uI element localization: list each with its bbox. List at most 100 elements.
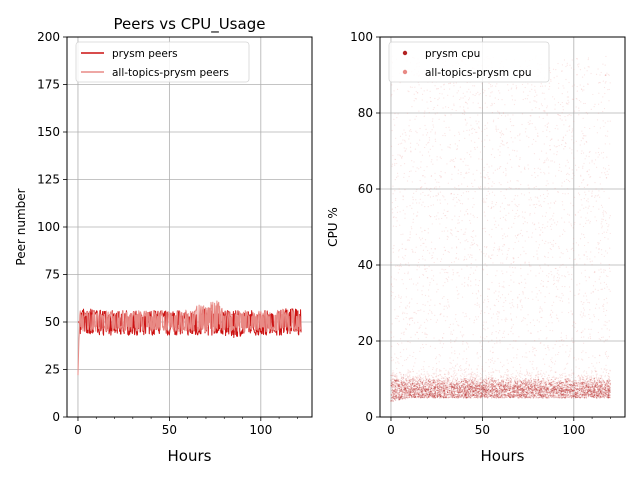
data-point <box>609 232 611 235</box>
data-point <box>506 271 508 273</box>
data-point <box>494 393 496 396</box>
data-point <box>411 160 413 162</box>
data-point <box>534 196 536 198</box>
data-point <box>438 97 440 99</box>
data-point <box>445 388 448 390</box>
data-point <box>491 388 493 390</box>
data-point <box>404 132 406 134</box>
data-point <box>566 385 569 387</box>
data-point <box>507 89 510 91</box>
data-point <box>553 277 555 279</box>
data-point <box>434 179 437 181</box>
data-point <box>594 395 596 397</box>
data-point <box>606 339 608 341</box>
data-point <box>583 381 586 384</box>
data-point <box>472 386 474 388</box>
data-point <box>492 346 494 348</box>
data-point <box>421 382 423 384</box>
data-point <box>415 381 417 383</box>
data-point <box>509 387 511 389</box>
data-point <box>466 360 468 363</box>
data-point <box>398 268 400 270</box>
data-point <box>587 381 589 383</box>
data-point <box>543 387 545 389</box>
data-point <box>459 394 461 396</box>
data-point <box>560 297 562 299</box>
data-point <box>473 393 476 395</box>
data-point <box>500 392 503 394</box>
data-point <box>510 396 512 398</box>
data-point <box>549 85 551 88</box>
data-point <box>500 184 502 186</box>
data-point <box>489 361 492 363</box>
data-point <box>454 143 456 145</box>
data-point <box>419 326 421 328</box>
data-point <box>517 305 519 307</box>
data-point <box>500 390 502 392</box>
data-point <box>396 172 399 174</box>
data-point <box>558 389 561 392</box>
data-point <box>429 393 431 395</box>
data-point <box>437 98 439 101</box>
data-point <box>456 388 459 390</box>
data-point <box>559 376 561 378</box>
data-point <box>598 233 600 235</box>
data-point <box>599 374 601 376</box>
data-point <box>450 388 452 390</box>
data-point <box>406 380 409 382</box>
data-point <box>451 394 453 396</box>
data-point <box>601 206 604 208</box>
data-point <box>531 236 533 238</box>
data-point <box>461 183 463 185</box>
data-point <box>532 351 534 353</box>
data-point <box>395 395 398 397</box>
data-point <box>494 224 496 226</box>
data-point <box>537 391 540 393</box>
data-point <box>521 356 524 358</box>
data-point <box>596 388 599 390</box>
data-point <box>508 186 510 189</box>
data-point <box>505 128 507 130</box>
data-point <box>434 314 436 317</box>
data-point <box>451 382 454 384</box>
data-point <box>434 396 437 398</box>
data-point <box>483 321 485 323</box>
data-point <box>577 244 580 246</box>
data-point <box>606 386 608 388</box>
data-point <box>516 205 519 208</box>
data-point <box>419 188 422 190</box>
data-point <box>417 310 419 312</box>
data-point <box>419 180 421 182</box>
data-point <box>445 126 447 129</box>
data-point <box>558 388 560 390</box>
data-point <box>499 136 502 139</box>
data-point <box>605 390 607 392</box>
data-point <box>448 304 450 306</box>
data-point <box>520 183 522 186</box>
data-point <box>581 233 583 235</box>
data-point <box>459 242 461 244</box>
data-point <box>463 375 465 378</box>
data-point <box>503 388 505 390</box>
data-point <box>607 397 610 399</box>
data-point <box>566 363 568 365</box>
data-point <box>573 142 575 144</box>
data-point <box>448 392 450 394</box>
data-point <box>399 265 401 267</box>
data-point <box>453 383 456 386</box>
data-point <box>603 392 605 394</box>
data-point <box>538 158 541 160</box>
data-point <box>440 387 442 389</box>
data-point <box>392 251 394 253</box>
data-point <box>413 379 416 381</box>
data-point <box>518 378 521 381</box>
data-point <box>479 249 481 251</box>
data-point <box>463 106 465 108</box>
data-point <box>605 388 608 390</box>
data-point <box>566 250 569 252</box>
data-point <box>435 379 437 381</box>
data-point <box>578 254 580 256</box>
data-point <box>479 392 481 395</box>
data-point <box>493 156 496 158</box>
data-point <box>396 378 398 381</box>
